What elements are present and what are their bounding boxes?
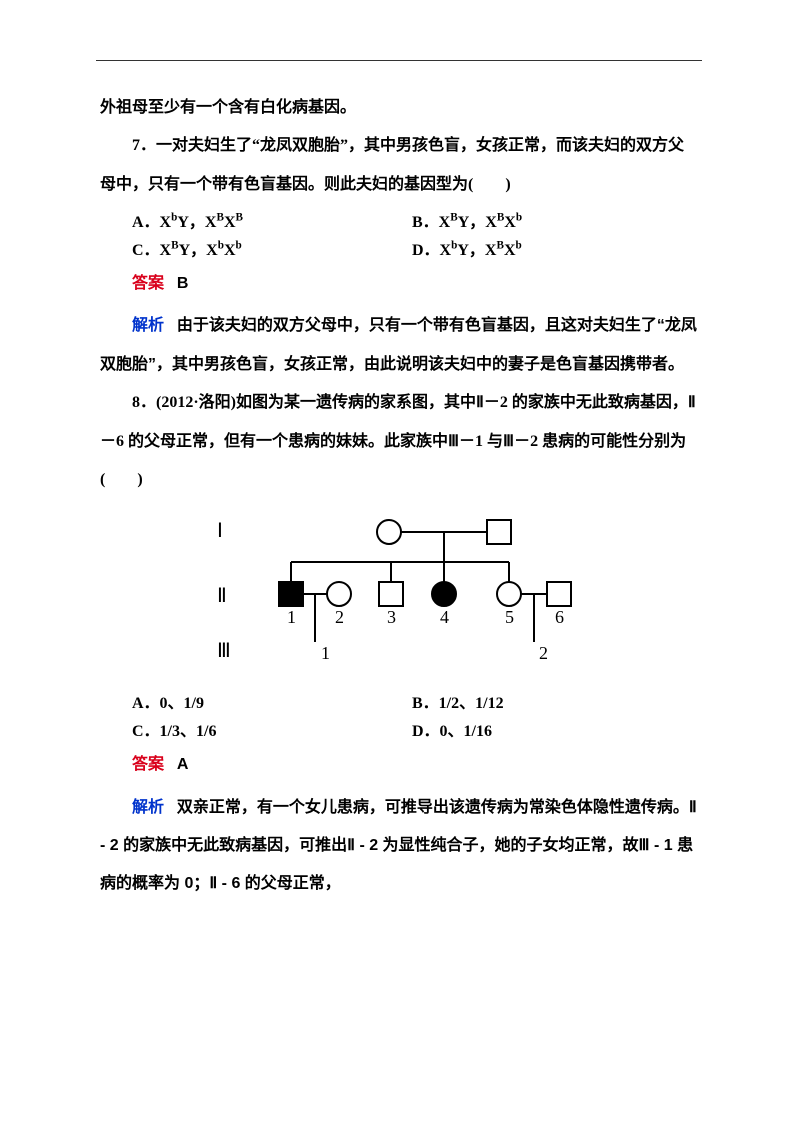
q8-answer-line: 答案 A [132,747,698,782]
q7-option-b: B．XBY，XBXb [412,208,522,232]
q7-option-d: D．XbY，XBXb [412,236,522,260]
pedigree-figure: Ⅰ Ⅱ Ⅲ [100,507,698,677]
opt-d-mid2: X [504,242,516,259]
q8-option-b: B．1/2、1/12 [412,689,504,713]
opt-c-mid2: X [224,242,236,259]
q8-option-d: D．0、1/16 [412,717,492,741]
q8-explain: 解析双亲正常，有一个女儿患病，可推导出该遗传病为常染色体隐性遗传病。Ⅱ - 2 … [100,789,698,904]
q8-option-a: A．0、1/9 [132,689,412,713]
opt-a-mid: Y，X [177,214,216,231]
q8-options-row1: A．0、1/9 B．1/2、1/12 [132,689,698,713]
q7-explain: 解析由于该夫妇的双方父母中，只有一个带有色盲基因，且这对夫妇生了“龙凤双胞胎”，… [100,307,698,384]
q7-option-c: C．XBY，XbXb [132,236,412,260]
opt-a-pre: A．X [132,214,171,231]
gen1-label: Ⅰ [217,520,223,542]
q7-options-row2: C．XBY，XbXb D．XbY，XBXb [132,236,698,260]
q7-answer-line: 答案 B [132,266,698,301]
page-content: 外祖母至少有一个含有白化病基因。 7．一对夫妇生了“龙凤双胞胎”，其中男孩色盲，… [0,0,793,964]
q8-options-row2: C．1/3、1/6 D．0、1/16 [132,717,698,741]
opt-d-sup2: B [496,240,503,252]
num-ii-2: 2 [335,607,344,627]
opt-c-mid: Y，X [179,242,218,259]
q7-options-row1: A．XbY，XBXB B．XBY，XBXb [132,208,698,232]
ii-4-affected-female [432,582,456,606]
ii-2-female [327,582,351,606]
q8-answer: A [177,756,189,773]
gen1-male [487,520,511,544]
opt-b-sup1: B [450,212,457,224]
num-ii-6: 6 [555,607,564,627]
gen1-female [377,520,401,544]
opt-c-sup3: b [236,240,242,252]
q7-option-a: A．XbY，XBXB [132,208,412,232]
ii-1-affected-male [279,582,303,606]
q8-stem: 8．(2012·洛阳)如图为某一遗传病的家系图，其中Ⅱ－2 的家族中无此致病基因… [100,384,698,499]
q7-answer: B [177,275,189,292]
num-ii-5: 5 [505,607,514,627]
opt-a-sup3: B [236,212,243,224]
q7-stem: 7．一对夫妇生了“龙凤双胞胎”，其中男孩色盲，女孩正常，而该夫妇的双方父母中，只… [100,127,698,204]
q7-explain-text: 由于该夫妇的双方父母中，只有一个带有色盲基因，且这对夫妇生了“龙凤双胞胎”，其中… [100,317,697,372]
num-iii-1: 1 [321,643,330,663]
opt-b-mid2: X [504,214,516,231]
opt-c-sup1: B [171,240,178,252]
q8-answer-label: 答案 [132,756,164,773]
gen2-label: Ⅱ [217,585,227,607]
num-iii-2: 2 [539,643,548,663]
num-ii-1: 1 [287,607,296,627]
opt-d-pre: D．X [412,242,451,259]
opt-d-mid: Y，X [457,242,496,259]
opt-c-pre: C．X [132,242,171,259]
opt-b-mid: Y，X [458,214,497,231]
opt-d-sup3: b [516,240,522,252]
ii-5-female [497,582,521,606]
opt-a-mid2: X [224,214,236,231]
top-rule [96,60,702,61]
explain-label: 解析 [132,317,164,334]
opt-b-sup3: b [516,212,522,224]
num-ii-3: 3 [387,607,396,627]
answer-label: 答案 [132,275,164,292]
q8-explain-label: 解析 [132,799,164,816]
intro-text: 外祖母至少有一个含有白化病基因。 [100,89,698,127]
opt-a-sup2: B [216,212,223,224]
pedigree-svg: Ⅰ Ⅱ Ⅲ [199,507,599,677]
ii-3-male [379,582,403,606]
opt-b-pre: B．X [412,214,450,231]
q8-option-c: C．1/3、1/6 [132,717,412,741]
ii-6-male [547,582,571,606]
gen3-label: Ⅲ [217,640,231,662]
q8-explain-text: 双亲正常，有一个女儿患病，可推导出该遗传病为常染色体隐性遗传病。Ⅱ - 2 的家… [100,799,697,893]
num-ii-4: 4 [440,607,449,627]
